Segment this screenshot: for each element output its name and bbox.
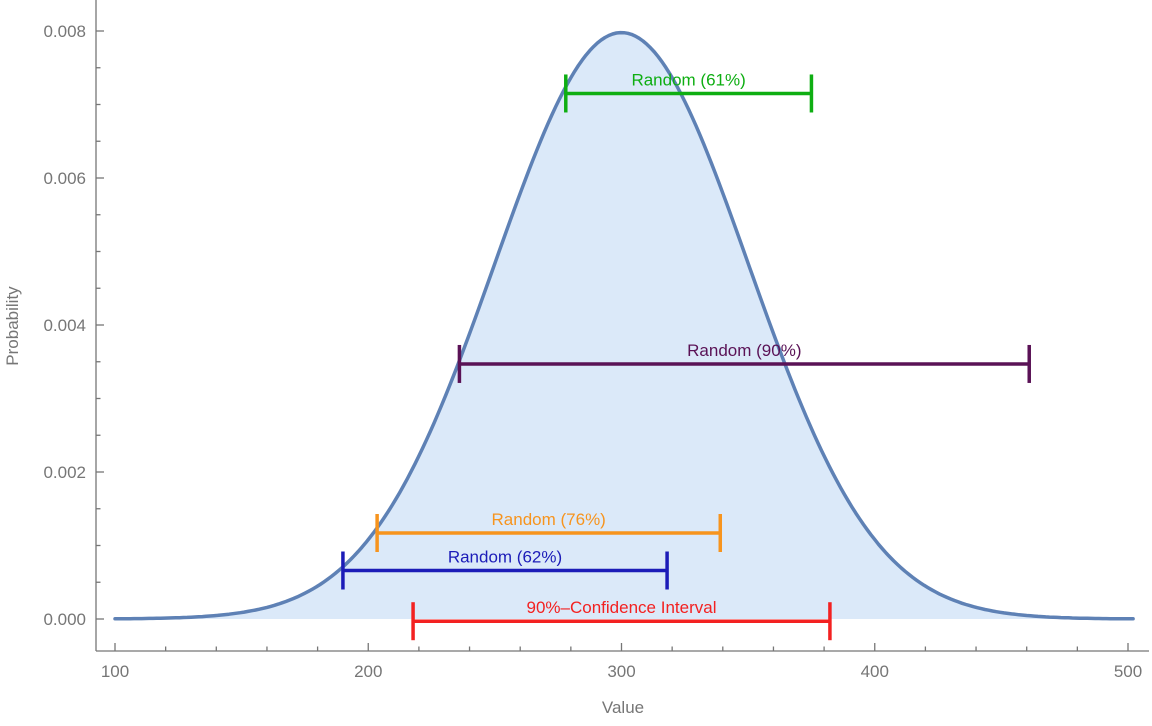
interval-label: Random (61%) (631, 70, 745, 89)
y-axis-tick-label: 0.002 (43, 463, 86, 482)
interval-label: Random (90%) (687, 341, 801, 360)
interval-random-62: Random (62%) (341, 547, 669, 590)
distribution-curve (113, 30, 1135, 621)
x-axis-tick-label: 500 (1114, 662, 1142, 681)
interval-random-61: Random (61%) (564, 70, 814, 113)
intervals-layer: Random (61%) Random (90%) Random (76%) Rand… (341, 70, 1031, 641)
y-axis-tick-label: 0.006 (43, 169, 86, 188)
x-axis-tick-label: 100 (101, 662, 129, 681)
interval-random-76: Random (76%) (375, 510, 723, 553)
y-axis-tick-label: 0.008 (43, 22, 86, 41)
y-axis-title: Probability (3, 286, 22, 366)
interval-confidence-90: 90%–Confidence Interval (411, 598, 832, 641)
x-axis-tick-label: 300 (607, 662, 635, 681)
interval-label: Random (62%) (448, 547, 562, 566)
y-axis-tick-label: 0.000 (43, 610, 86, 629)
interval-random-90: Random (90%) (457, 341, 1031, 383)
x-axis-tick-label: 200 (354, 662, 382, 681)
axes-layer: 100 200 300 400 500 0.000 0.002 0.004 0.006 0.008 (43, 0, 1149, 681)
distribution-fill (115, 32, 1136, 620)
interval-label: 90%–Confidence Interval (527, 598, 717, 617)
interval-label: Random (76%) (492, 510, 606, 529)
x-axis-title: Value (602, 698, 644, 717)
y-axis-tick-label: 0.004 (43, 316, 86, 335)
distribution-area-layer (113, 30, 1136, 621)
x-axis-tick-label: 400 (861, 662, 889, 681)
